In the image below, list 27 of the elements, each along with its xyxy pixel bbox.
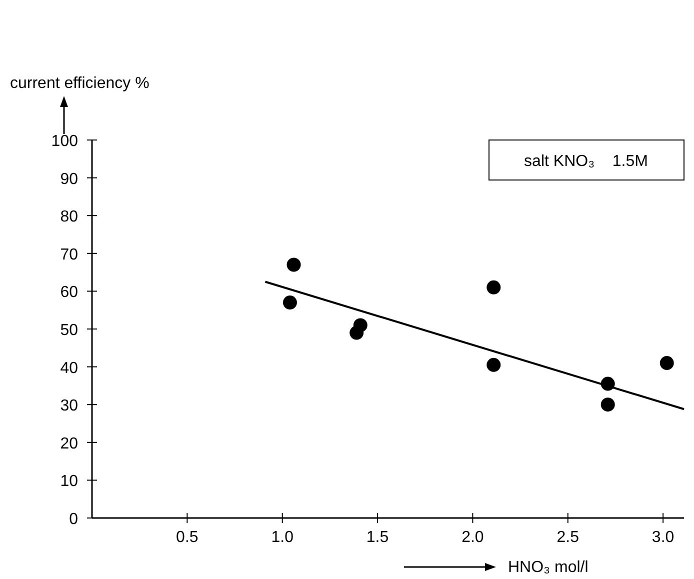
annotation: salt KNO₃ 1.5M — [524, 153, 648, 170]
point — [286, 258, 301, 272]
point — [486, 358, 501, 372]
y-tick-label: 30 — [60, 398, 78, 415]
y-tick-label: 70 — [60, 246, 78, 264]
y-tick-label: 0 — [69, 511, 78, 528]
y-axis-title: current efficiency % — [10, 75, 150, 92]
point — [350, 326, 364, 340]
x-tick-label: 1.0 — [271, 529, 294, 546]
y-tick-label: 80 — [60, 208, 78, 226]
y-tick-label: 100 — [51, 133, 78, 150]
point — [660, 356, 674, 370]
x-tick-label: 1.5 — [366, 529, 389, 546]
x-tick-label: 3.0 — [652, 529, 674, 546]
x-tick-label: 0.5 — [176, 529, 198, 546]
x-axis-title: HNO₃ mol/l — [508, 559, 588, 576]
x-tick-label: 2.5 — [556, 529, 580, 546]
y-tick-label: 40 — [60, 360, 78, 377]
x-tick-label: 2.0 — [462, 529, 484, 546]
y-tick-label: 60 — [60, 284, 78, 302]
y-tick-label: 90 — [60, 170, 78, 188]
point — [282, 296, 297, 310]
point — [486, 280, 501, 294]
y-tick-label: 10 — [60, 473, 78, 490]
y-tick-label: 50 — [60, 322, 78, 339]
y-tick-label: 20 — [60, 435, 78, 452]
point — [600, 398, 615, 412]
